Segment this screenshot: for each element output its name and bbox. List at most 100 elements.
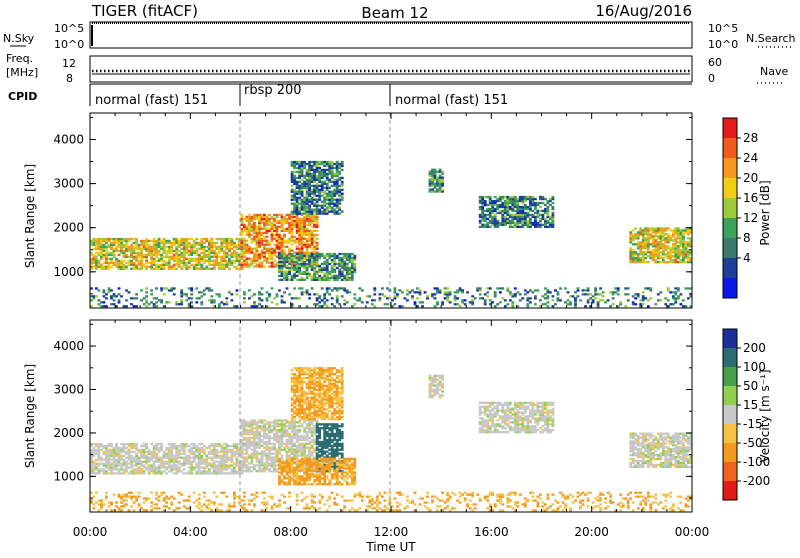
power-cell [559, 299, 562, 301]
power-cell [527, 196, 530, 198]
power-cell [519, 226, 522, 228]
velocity-cell [160, 470, 163, 472]
power-cell [313, 240, 316, 242]
power-cell [203, 252, 206, 254]
power-cell [326, 287, 329, 289]
power-cell [288, 271, 291, 273]
power-cell [298, 193, 301, 195]
velocity-cell [263, 451, 266, 453]
velocity-cell [296, 421, 299, 423]
power-cell [98, 238, 101, 240]
velocity-cell [195, 470, 198, 472]
power-cell [311, 265, 314, 267]
power-cell [135, 246, 138, 248]
power-cell [266, 297, 269, 299]
power-cell [499, 206, 502, 208]
power-cell [677, 251, 680, 253]
velocity-cell [268, 458, 271, 460]
power-cell [100, 250, 103, 252]
power-cell [306, 273, 309, 275]
velocity-cell [316, 427, 319, 429]
power-cell [243, 238, 246, 240]
power-cell [486, 291, 489, 293]
power-cell [514, 198, 517, 200]
velocity-cell [288, 447, 291, 449]
power-cell [674, 253, 677, 255]
power-cell [371, 303, 374, 305]
velocity-cell [313, 441, 316, 443]
power-cell [150, 260, 153, 262]
velocity-cell [286, 451, 289, 453]
power-cell [133, 264, 136, 266]
power-cell [283, 230, 286, 232]
velocity-cell [283, 443, 286, 445]
velocity-cell [130, 445, 133, 447]
velocity-cell [105, 463, 108, 465]
velocity-cell [303, 456, 306, 458]
velocity-cell [256, 437, 259, 439]
power-cell [341, 177, 344, 179]
velocity-cell [180, 463, 183, 465]
power-cell [306, 267, 309, 269]
power-cell [481, 198, 484, 200]
power-cell [672, 261, 675, 263]
power-cell [501, 218, 504, 220]
power-cell [268, 242, 271, 244]
power-cell [293, 265, 296, 267]
velocity-cell [105, 455, 108, 457]
power-cell [155, 260, 158, 262]
power-cell [306, 195, 309, 197]
velocity-cell [140, 451, 143, 453]
power-cell [331, 303, 334, 305]
power-cell [203, 258, 206, 260]
power-cell [253, 226, 256, 228]
velocity-cell [200, 466, 203, 468]
power-cell [256, 242, 259, 244]
power-cell [351, 257, 354, 259]
power-cell [215, 242, 218, 244]
power-cell [231, 262, 234, 264]
power-cell [283, 242, 286, 244]
power-cell [251, 226, 254, 228]
velocity-cell [115, 463, 118, 465]
power-cell [336, 263, 339, 265]
power-cell [331, 201, 334, 203]
velocity-cell [100, 470, 103, 472]
power-cell [669, 235, 672, 237]
power-cell [271, 234, 274, 236]
power-cell [326, 195, 329, 197]
power-cell [316, 246, 319, 248]
power-cell [190, 248, 193, 250]
velocity-cell [263, 435, 266, 437]
power-cell [303, 279, 306, 281]
velocity-cell [266, 437, 269, 439]
power-cell [140, 264, 143, 266]
power-cell [263, 260, 266, 262]
power-cell [303, 252, 306, 254]
velocity-cell [215, 445, 218, 447]
velocity-cell [248, 423, 251, 425]
power-cell [256, 263, 259, 265]
power-cell [333, 209, 336, 211]
power-cell [175, 242, 178, 244]
power-cell [524, 200, 527, 202]
velocity-cell [291, 427, 294, 429]
power-cell [148, 262, 151, 264]
power-cell [298, 171, 301, 173]
power-cell [263, 256, 266, 258]
power-cell [516, 226, 519, 228]
velocity-cell [180, 453, 183, 455]
power-cell [654, 245, 657, 247]
power-cell [441, 188, 444, 190]
power-cell [155, 305, 158, 307]
power-cell [659, 241, 662, 243]
power-cell [286, 277, 289, 279]
power-cell [667, 255, 670, 257]
power-cell [662, 251, 665, 253]
power-cell [105, 248, 108, 250]
power-cell [657, 261, 660, 263]
power-cell [288, 226, 291, 228]
power-cell [308, 173, 311, 175]
power-cell [110, 244, 113, 246]
power-cell [261, 238, 264, 240]
